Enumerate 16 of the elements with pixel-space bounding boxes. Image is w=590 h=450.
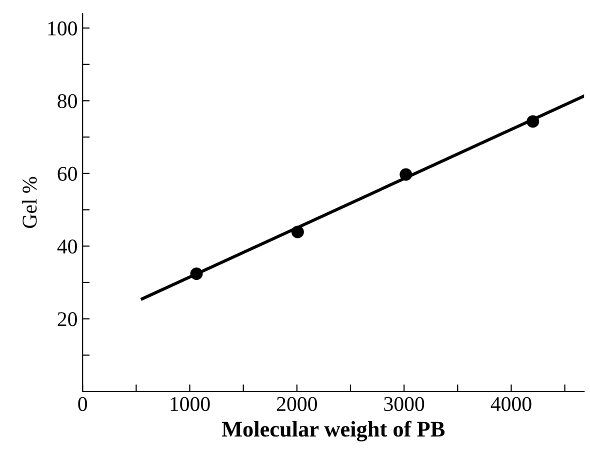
x-tick-label: 3000 (384, 396, 424, 412)
point (291, 226, 304, 238)
x-tick-label: 0 (78, 396, 88, 412)
y-tick-label: 100 (48, 21, 77, 36)
y-axis-title: Gel % (22, 176, 37, 228)
point (190, 267, 203, 280)
y-tick-label: 60 (58, 166, 77, 181)
y-tick-label: 40 (57, 239, 77, 254)
x-axis-title: Molecular weight of PB (222, 420, 445, 442)
point (400, 168, 412, 181)
point (526, 115, 540, 128)
y-tick-label: 20 (58, 312, 77, 326)
x-tick-label: 1000 (170, 396, 210, 412)
x-tick-label: 2000 (277, 396, 317, 412)
y-tick-label: 80 (58, 94, 77, 108)
x-tick-label: 4000 (490, 396, 532, 412)
